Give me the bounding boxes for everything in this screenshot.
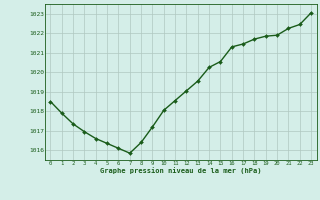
X-axis label: Graphe pression niveau de la mer (hPa): Graphe pression niveau de la mer (hPa) — [100, 167, 261, 174]
